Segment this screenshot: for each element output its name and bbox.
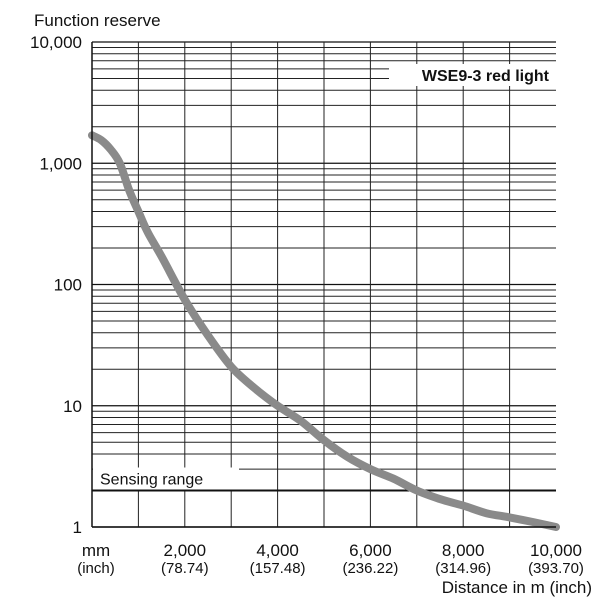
x-unit-sublabel: (inch) bbox=[77, 560, 115, 577]
chart-title: WSE9-3 red light bbox=[422, 68, 550, 85]
x-tick-sublabel: (314.96) bbox=[435, 560, 491, 577]
x-tick-sublabel: (236.22) bbox=[342, 560, 398, 577]
annotation-background bbox=[93, 467, 239, 490]
annotation-layer: Sensing range WSE9-3 red light bbox=[92, 64, 556, 492]
y-axis-title: Function reserve bbox=[34, 11, 161, 30]
frame-layer bbox=[91, 42, 556, 528]
series-layer bbox=[88, 131, 560, 531]
label-layer: Function reserve mm (inch) Distance in m… bbox=[30, 11, 592, 597]
y-tick-label: 1,000 bbox=[39, 154, 82, 173]
series-line bbox=[88, 131, 560, 531]
x-tick-label: 6,000 bbox=[349, 541, 392, 560]
y-tick-label: 10 bbox=[63, 397, 82, 416]
x-tick-sublabel: (393.70) bbox=[528, 560, 584, 577]
grid-layer bbox=[92, 41, 556, 528]
x-tick-label: 2,000 bbox=[164, 541, 207, 560]
title-background bbox=[389, 64, 556, 86]
x-axis-title: Distance in m (inch) bbox=[442, 578, 592, 597]
y-tick-label: 1 bbox=[73, 518, 82, 537]
x-unit-label: mm bbox=[82, 541, 110, 560]
x-tick-label: 10,000 bbox=[530, 541, 582, 560]
sensing-range-label: Sensing range bbox=[100, 472, 203, 489]
x-tick-label: 8,000 bbox=[442, 541, 485, 560]
x-tick-sublabel: (78.74) bbox=[161, 560, 209, 577]
x-tick-label: 4,000 bbox=[256, 541, 299, 560]
x-tick-sublabel: (157.48) bbox=[250, 560, 306, 577]
y-tick-label: 100 bbox=[54, 276, 82, 295]
y-tick-label: 10,000 bbox=[30, 33, 82, 52]
